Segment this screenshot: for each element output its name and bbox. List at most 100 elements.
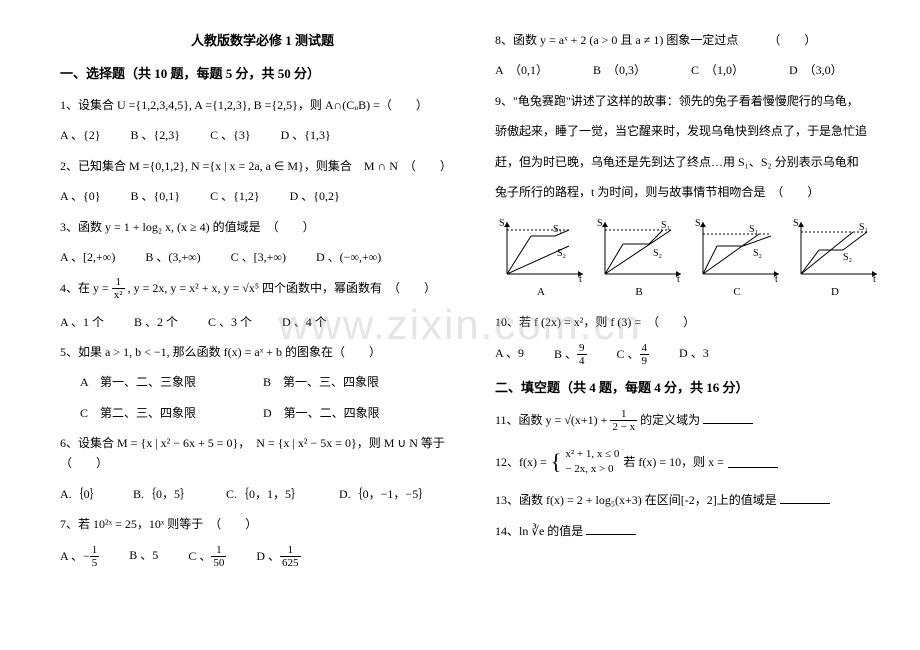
svg-text:S: S [695,218,701,229]
q12-branch1: x² + 1, x ≤ 0 [565,447,619,461]
svg-text:t: t [775,274,778,284]
q8-opt-b: B （0,3） [593,60,688,80]
q11-blank [703,412,753,424]
graph-a-svg: St S₁S₂ [495,216,587,284]
svg-text:S₂: S₂ [843,252,852,263]
q12-pre: 12、f(x) = [495,452,547,472]
q7-opt-a: A 、−15 [60,545,99,569]
q2-opt-b: B 、{0,1} [131,186,181,206]
q11-pre: 11、函数 y = √(x+1) + [495,413,607,427]
q8-options: A （0,1） B （0,3） C （1,0） D （3,0） [495,60,900,80]
graph-b: St S₁ S₂ B [593,216,685,298]
q1-options: A 、{2} B 、{2,3} C 、{3} D 、{1,3} [60,125,465,145]
q2-opt-c: C 、{1,2} [210,186,260,206]
svg-text:S₁: S₁ [859,222,868,233]
q4-fraction: 1x² [112,277,125,301]
svg-text:t: t [873,274,876,284]
brace-icon: { [551,443,562,480]
q7-options: A 、−15 B 、5 C 、150 D 、1625 [60,545,465,569]
graph-c-svg: St S₁ S₂ [691,216,783,284]
svg-text:t: t [677,274,680,284]
q3-opt-b: B 、(3,+∞) [145,247,200,267]
q5: 5、如果 a > 1, b < −1, 那么函数 f(x) = aˣ + b 的… [60,342,465,362]
q4-opt-a: A 、1 个 [60,312,104,332]
q5-opt-c: C 第二、三、四象限 [80,403,260,423]
q13-blank [780,492,830,504]
q5-row2: C 第二、三、四象限 D 第一、二、四象限 [60,403,465,423]
q14: 14、ln ∛e 的值是 [495,521,900,541]
graph-b-label: B [635,286,642,298]
q9-graphs: St S₁S₂ A St S₁S₂ B [495,216,900,298]
q10-options: A 、9 B 、94 C 、49 D 、3 [495,343,900,367]
q9-l3: 赶，但为时已晚，乌龟还是先到达了终点…用 S₁、S₂ 分别表示乌龟和 [495,152,900,172]
graph-c-label: C [733,286,740,298]
q12-post: 若 f(x) = 10，则 x = [623,452,724,472]
graph-d-svg: St S₁ S₂ [789,216,881,284]
q2-options: A 、{0} B 、{0,1} C 、{1,2} D 、{0,2} [60,186,465,206]
graph-d: St S₁ S₂ D [789,216,881,298]
q1: 1、设集合 U ={1,2,3,4,5}, A ={1,2,3}, B ={2,… [60,95,465,115]
q4-f2: , y = 2x, y = x² + x, y = √x⁵ 四个函数中，幂函数有… [128,281,436,295]
q8-opt-c: C （1,0） [691,60,786,80]
q3-opt-c: C 、[3,+∞) [231,247,286,267]
q10: 10、若 f (2x) = x²，则 f (3) = （ ） [495,312,900,332]
q7-opt-b: B 、5 [129,545,158,569]
graph-a: St S₁S₂ A [495,216,587,298]
svg-text:S: S [499,218,505,229]
q9-l4: 兔子所行的路程，t 为时间，则与故事情节相吻合是 （ ） [495,182,900,202]
q14-blank [586,523,636,535]
section-1-heading: 一、选择题（共 10 题，每题 5 分，共 50 分） [60,63,465,85]
svg-text:S: S [793,218,799,229]
q8-opt-a: A （0,1） [495,60,590,80]
q12-blank [728,456,778,468]
q12: 12、f(x) = { x² + 1, x ≤ 0 − 2x, x > 0 若 … [495,443,900,480]
q3: 3、函数 y = 1 + log₂ x, (x ≥ 4) 的值域是 （ ） [60,217,465,237]
svg-text:S₁: S₁ [661,220,670,231]
q5-opt-a: A 第一、二、三象限 [80,372,260,392]
svg-text:S₂: S₂ [557,248,566,259]
q10-opt-b: B 、94 [554,343,587,367]
svg-text:S₁: S₁ [749,224,758,235]
q4-opt-d: D 、4 个 [282,312,327,332]
q2-opt-a: A 、{0} [60,186,101,206]
q1-opt-b: B 、{2,3} [131,125,181,145]
q11-post: 的定义域为 [640,413,700,427]
graph-a-label: A [537,286,545,298]
q4-f1: y = [93,281,109,295]
q6: 6、设集合 M = {x | x² − 6x + 5 = 0}， N = {x … [60,433,465,474]
q7-opt-d: D 、1625 [256,545,300,569]
q5-row1: A 第一、二、三象限 B 第一、三、四象限 [60,372,465,392]
q14-text: 14、ln ∛e 的值是 [495,524,583,538]
svg-text:t: t [579,274,582,284]
q8: 8、函数 y = aˣ + 2 (a > 0 且 a ≠ 1) 图象一定过点 （… [495,30,900,50]
q5-opt-b: B 第一、三、四象限 [263,375,379,389]
q1-opt-a: A 、{2} [60,125,101,145]
q5-opt-d: D 第一、二、四象限 [263,406,380,420]
q10-opt-d: D 、3 [679,343,709,367]
graph-d-label: D [831,286,839,298]
q3-options: A 、[2,+∞) B 、(3,+∞) C 、[3,+∞) D 、(−∞,+∞) [60,247,465,267]
graph-c: St S₁ S₂ C [691,216,783,298]
right-column: 8、函数 y = aˣ + 2 (a > 0 且 a ≠ 1) 图象一定过点 （… [495,30,900,569]
q7-opt-c: C 、150 [188,545,226,569]
q11-fraction: 12 − x [610,409,637,433]
page: 人教版数学必修 1 测试题 一、选择题（共 10 题，每题 5 分，共 50 分… [0,0,920,589]
q11: 11、函数 y = √(x+1) + 12 − x 的定义域为 [495,409,900,433]
q6-opt-c: C.｛0，1，5｝ [226,484,336,504]
svg-text:S: S [597,218,603,229]
q2-opt-d: D 、{0,2} [290,186,340,206]
doc-title: 人教版数学必修 1 测试题 [60,30,465,49]
section-2-heading: 二、填空题（共 4 题，每题 4 分，共 16 分） [495,377,900,399]
q12-branch2: − 2x, x > 0 [565,462,619,476]
svg-text:S₂: S₂ [753,248,762,259]
q2: 2、已知集合 M ={0,1,2}, N ={x | x = 2a, a ∈ M… [60,156,465,176]
q3-opt-a: A 、[2,+∞) [60,247,115,267]
q4-opt-b: B 、2 个 [134,312,178,332]
svg-text:S₂: S₂ [653,248,662,259]
q1-opt-c: C 、{3} [210,125,251,145]
q8-opt-d: D （3,0） [789,63,843,77]
q13: 13、函数 f(x) = 2 + log₅(x+3) 在区间[-2，2]上的值域… [495,490,900,510]
q13-text: 13、函数 f(x) = 2 + log₅(x+3) 在区间[-2，2]上的值域… [495,493,777,507]
q9-l2: 骄傲起来，睡了一觉，当它醒来时，发现乌龟快到终点了，于是急忙追 [495,121,900,141]
graph-b-svg: St S₁ S₂ [593,216,685,284]
